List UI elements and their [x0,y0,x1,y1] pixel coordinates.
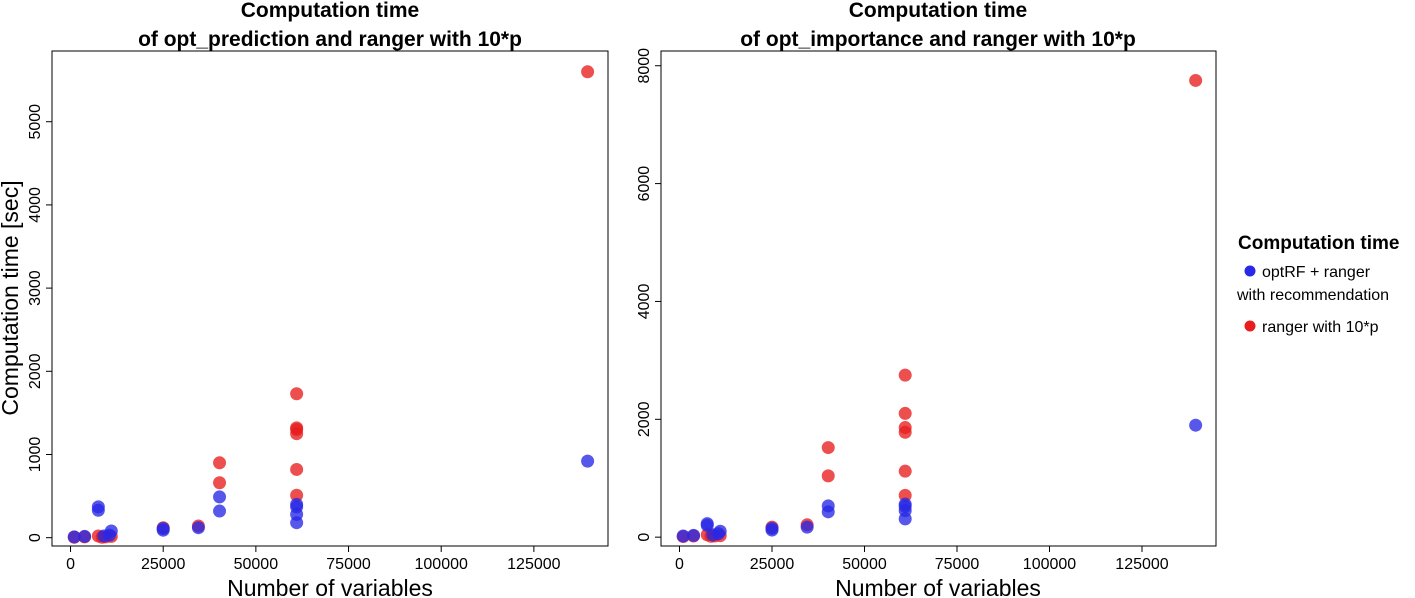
axis-ticks: 0 25000 50000 75000 100000 125000 0 1000 2000 300… [27,104,561,573]
data-point-ranger-10p [898,421,912,435]
x-tick-label: 100000 [1023,556,1076,573]
data-points [676,73,1203,544]
chart-panel-importance: Computation time of opt_importance and r… [636,0,1217,598]
data-point-optrf-ranger [78,529,92,543]
x-tick-label: 125000 [1115,556,1168,573]
data-point-ranger-10p [898,368,912,382]
data-point-optrf-ranger [1189,418,1203,432]
chart-title-line-1: Computation time [241,0,420,22]
y-tick-label: 0 [27,533,44,542]
data-point-optrf-ranger [765,521,779,535]
data-point-ranger-10p [290,488,304,502]
x-tick-label: 25000 [750,556,795,573]
y-axis-title: Computation time [sec] [0,180,23,415]
y-tick-label: 1000 [27,437,44,473]
x-tick-label: 100000 [415,556,468,573]
data-point-optrf-ranger [700,517,714,531]
data-point-optrf-ranger [191,521,205,535]
plot-frame [51,50,609,547]
x-tick-label: 75000 [326,556,371,573]
chart-title-line-2: of opt_prediction and ranger with 10*p [138,28,522,51]
legend-label: with recommendation [1236,287,1389,304]
x-tick-label: 25000 [141,556,186,573]
legend-marker [1244,320,1256,332]
chart-title-line-2: of opt_importance and ranger with 10*p [740,28,1136,51]
data-point-ranger-10p [1189,73,1203,87]
data-point-optrf-ranger [156,522,170,536]
data-point-optrf-ranger [104,524,118,538]
data-point-optrf-ranger [800,520,814,534]
y-tick-label: 8000 [636,48,653,84]
legend-label: ranger with 10*p [1262,319,1379,336]
data-point-ranger-10p [290,387,304,401]
data-point-optrf-ranger [898,497,912,511]
x-tick-label: 50000 [234,556,279,573]
x-tick-label: 0 [66,556,75,573]
y-tick-label: 2000 [27,353,44,389]
y-tick-label: 0 [636,533,653,542]
axis-ticks: 0 25000 50000 75000 100000 125000 0 2000 4000 600… [636,48,1169,573]
x-tick-label: 75000 [935,556,980,573]
y-tick-label: 5000 [27,104,44,140]
data-points [67,65,595,544]
plot-frame [660,50,1217,547]
y-tick-label: 6000 [636,166,653,202]
legend-item-ranger-10p: ranger with 10*p [1244,319,1379,336]
data-point-optrf-ranger [67,530,81,544]
legend-label: optRF + ranger [1262,264,1371,281]
data-point-optrf-ranger [687,528,701,542]
data-point-ranger-10p [821,469,835,483]
data-point-ranger-10p [290,462,304,476]
legend-item-optrf-ranger: optRF + ranger with recommendation [1236,264,1389,304]
y-tick-label: 4000 [27,187,44,223]
legend-marker [1244,265,1256,277]
data-point-optrf-ranger [91,500,105,514]
data-point-optrf-ranger [821,499,835,513]
y-tick-label: 2000 [636,401,653,437]
data-point-ranger-10p [213,476,227,490]
x-tick-label: 125000 [507,556,560,573]
data-point-optrf-ranger [290,497,304,511]
data-point-ranger-10p [213,456,227,470]
data-point-optrf-ranger [713,524,727,538]
y-tick-label: 4000 [636,284,653,320]
chart-panel-prediction: Computation time of opt_prediction and r… [0,0,609,598]
data-point-optrf-ranger [213,490,227,504]
data-point-ranger-10p [290,421,304,435]
y-tick-label: 3000 [27,270,44,306]
data-point-optrf-ranger [676,529,690,543]
data-point-ranger-10p [898,464,912,478]
chart-title-line-1: Computation time [849,0,1028,22]
x-tick-label: 0 [675,556,684,573]
data-point-ranger-10p [898,406,912,420]
x-tick-label: 50000 [842,556,887,573]
legend-title: Computation time [1238,233,1400,254]
data-point-optrf-ranger [581,454,595,468]
x-axis-title: Number of variables [835,575,1041,598]
data-point-ranger-10p [821,441,835,455]
data-point-optrf-ranger [213,504,227,518]
legend: Computation time optRF + ranger with rec… [1236,233,1400,336]
x-axis-title: Number of variables [227,575,433,598]
data-point-ranger-10p [581,65,595,79]
